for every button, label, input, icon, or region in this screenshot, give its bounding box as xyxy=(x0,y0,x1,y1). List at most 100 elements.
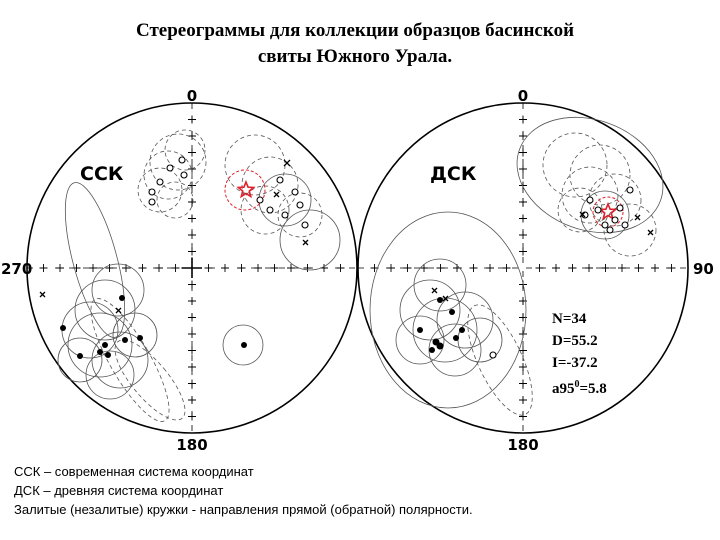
axis-tick xyxy=(188,412,196,421)
right-cone xyxy=(399,279,461,341)
stat-a95-value: =5.8 xyxy=(579,381,607,397)
stat-a95: a950=5.8 xyxy=(552,374,607,400)
right-filled-points xyxy=(417,297,465,353)
axis-tick xyxy=(171,264,180,272)
right-filled-point xyxy=(429,347,435,353)
right-cross-point xyxy=(634,214,641,221)
axis-tick xyxy=(667,264,676,272)
left-cone xyxy=(67,312,133,378)
right-net-label: ДСК xyxy=(430,163,477,185)
left-filled-point xyxy=(77,353,83,359)
axis-tick xyxy=(601,264,610,272)
left-open-point xyxy=(301,221,309,229)
left-stereonet: 0 180 270 ССК xyxy=(1,87,358,454)
right-cone xyxy=(542,132,608,198)
right-open-point xyxy=(594,206,602,214)
right-filled-point xyxy=(449,309,455,315)
right-ellipse xyxy=(467,304,533,416)
right-filled-point xyxy=(436,342,444,350)
right-open-point xyxy=(586,196,594,204)
axis-tick xyxy=(651,264,659,272)
left-ellipse xyxy=(90,298,170,422)
left-open-points xyxy=(148,156,309,229)
right-cone xyxy=(580,190,630,240)
left-ticks xyxy=(39,115,345,421)
axis-tick xyxy=(188,297,196,305)
stat-i: I=-37.2 xyxy=(552,355,598,371)
right-open-point xyxy=(626,186,634,194)
left-ellipse xyxy=(114,339,186,421)
right-ticks xyxy=(370,115,676,421)
figure-title: Стереограммы для коллекции образцов баси… xyxy=(0,18,710,70)
left-open-point xyxy=(266,206,274,214)
legend-line-1: ССК – современная система координат xyxy=(14,464,254,479)
axis-tick xyxy=(568,264,577,272)
left-north-label: 0 xyxy=(187,87,197,105)
right-filled-point xyxy=(417,327,423,333)
stat-d: D=55.2 xyxy=(552,333,598,349)
right-north-label: 0 xyxy=(518,87,528,105)
right-ellipse xyxy=(516,116,664,234)
right-cross-point xyxy=(579,211,586,218)
left-filled-point xyxy=(137,335,143,341)
left-cross-point xyxy=(39,291,46,298)
axis-tick xyxy=(535,264,544,272)
axis-tick xyxy=(188,379,196,388)
right-confidence-circles xyxy=(369,116,664,416)
left-cone xyxy=(74,279,136,341)
axis-tick xyxy=(287,264,295,272)
axis-tick xyxy=(519,363,527,371)
axis-tick xyxy=(39,264,48,272)
axis-tick xyxy=(469,264,478,272)
left-filled-point xyxy=(241,342,247,348)
axis-tick xyxy=(519,181,527,190)
axis-tick xyxy=(436,264,445,272)
right-mean-star xyxy=(598,201,618,221)
left-cross-point xyxy=(273,191,280,198)
left-mean-star xyxy=(236,179,256,199)
statistics-block: N=34 D=55.2 I=-37.2 a950=5.8 xyxy=(552,308,607,400)
left-open-point xyxy=(256,196,264,204)
left-cone xyxy=(57,337,103,383)
left-filled-points xyxy=(60,295,247,359)
axis-tick xyxy=(519,198,527,206)
axis-tick xyxy=(387,264,395,272)
axis-tick xyxy=(519,214,527,223)
axis-tick xyxy=(188,363,196,371)
axis-tick xyxy=(188,198,196,206)
right-open-point xyxy=(616,204,624,212)
left-ellipse xyxy=(64,182,126,338)
left-cross-points xyxy=(39,159,309,314)
axis-tick xyxy=(188,115,196,124)
left-south-label: 180 xyxy=(176,436,207,454)
left-filled-point xyxy=(102,342,108,348)
stat-a95-prefix: a95 xyxy=(552,381,575,397)
axis-tick xyxy=(188,231,196,239)
axis-tick xyxy=(56,264,64,272)
axis-tick xyxy=(270,264,279,272)
axis-tick xyxy=(519,165,527,173)
axis-tick xyxy=(336,264,345,272)
axis-tick xyxy=(618,264,626,272)
right-cone xyxy=(588,173,642,227)
right-cone xyxy=(413,258,467,312)
axis-tick xyxy=(303,264,312,272)
title-line-1: Стереограммы для коллекции образцов баси… xyxy=(135,20,575,41)
stat-a95-sup: 0 xyxy=(574,379,580,390)
right-filled-point xyxy=(453,335,459,341)
right-east-label: 90 xyxy=(693,260,714,278)
right-south-label: 180 xyxy=(507,436,538,454)
axis-tick xyxy=(502,264,511,272)
axis-tick xyxy=(188,330,196,338)
left-filled-point xyxy=(105,352,111,358)
axis-tick xyxy=(519,247,527,256)
right-cross-point xyxy=(442,295,449,302)
left-filled-point xyxy=(119,295,125,301)
axis-tick xyxy=(72,264,81,272)
left-mean-cone xyxy=(224,169,266,211)
left-cone xyxy=(149,133,207,191)
left-open-point xyxy=(148,188,156,196)
legend-caption: ССК – современная система координат ДСК … xyxy=(14,462,473,519)
right-open-point xyxy=(601,221,609,229)
